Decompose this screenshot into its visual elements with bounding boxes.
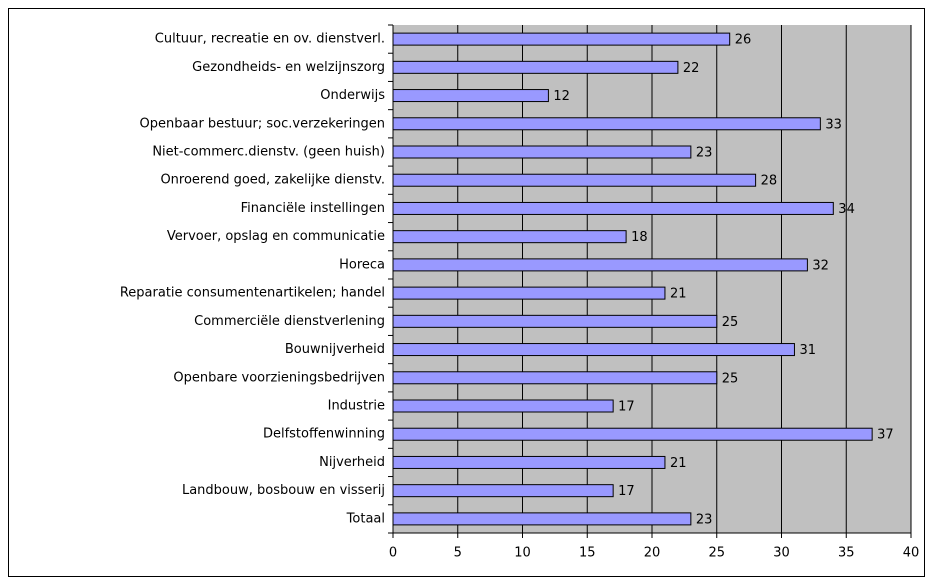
- value-label: 18: [631, 230, 648, 245]
- y-tick-label: Landbouw, bosbouw en visserij: [182, 483, 385, 498]
- value-label: 21: [670, 456, 687, 471]
- bar: [392, 484, 614, 498]
- value-label: 12: [553, 89, 570, 104]
- value-label: 23: [696, 146, 713, 161]
- y-tick-label: Openbare voorzieningsbedrijven: [173, 370, 385, 385]
- y-tick-label: Industrie: [328, 399, 385, 414]
- value-label: 33: [825, 117, 842, 132]
- bar: [392, 286, 666, 300]
- y-tick-label: Bouwnijverheid: [285, 342, 385, 357]
- bar: [392, 455, 666, 469]
- bar: [392, 230, 627, 244]
- value-label: 23: [696, 512, 713, 527]
- y-tick-label: Totaal: [346, 511, 385, 526]
- value-label: 32: [812, 258, 829, 273]
- bar: [392, 314, 718, 328]
- x-tick-label: 30: [773, 546, 790, 561]
- y-tick-label: Onroerend goed, zakelijke dienstv.: [160, 173, 385, 188]
- x-tick-label: 5: [454, 546, 462, 561]
- value-label: 28: [761, 174, 778, 189]
- bar: [392, 173, 757, 187]
- value-label: 22: [683, 61, 700, 76]
- x-tick-label: 15: [579, 546, 596, 561]
- y-tick-label: Onderwijs: [320, 88, 385, 103]
- y-tick-label: Openbaar bestuur; soc.verzekeringen: [140, 116, 385, 131]
- bar: [392, 117, 821, 131]
- value-label: 31: [799, 343, 816, 358]
- bar: [392, 60, 679, 74]
- bar: [392, 343, 795, 357]
- value-label: 37: [877, 428, 894, 443]
- y-tick-label: Niet-commerc.dienstv. (geen huish): [152, 145, 385, 160]
- y-tick-label: Delfstoffenwinning: [263, 427, 385, 442]
- value-label: 25: [722, 315, 739, 330]
- bar: [392, 512, 692, 526]
- x-tick-label: 40: [903, 546, 920, 561]
- value-label: 26: [735, 33, 752, 48]
- bar: [392, 32, 731, 46]
- bar: [392, 427, 873, 441]
- x-tick-label: 20: [644, 546, 661, 561]
- x-tick-label: 0: [389, 546, 397, 561]
- y-tick-label: Commerciële dienstverlening: [194, 314, 385, 329]
- x-tick-label: 25: [708, 546, 725, 561]
- x-tick-label: 10: [514, 546, 531, 561]
- value-label: 17: [618, 400, 635, 415]
- bar: [392, 89, 549, 103]
- y-tick-label: Horeca: [339, 257, 385, 272]
- y-tick-label: Nijverheid: [319, 455, 385, 470]
- value-label: 34: [838, 202, 855, 217]
- bar: [392, 371, 718, 385]
- y-tick-label: Reparatie consumentenartikelen; handel: [120, 286, 385, 301]
- value-label: 21: [670, 287, 687, 302]
- y-tick-label: Financiële instellingen: [241, 201, 385, 216]
- value-label: 25: [722, 371, 739, 386]
- value-label: 17: [618, 484, 635, 499]
- bar: [392, 145, 692, 159]
- bar: [392, 258, 808, 272]
- bar: [392, 399, 614, 413]
- y-tick-label: Vervoer, opslag en communicatie: [167, 229, 385, 244]
- chart-frame: [8, 8, 925, 577]
- y-tick-label: Gezondheids- en welzijnszorg: [192, 60, 385, 75]
- y-tick-label: Cultuur, recreatie en ov. dienstverl.: [155, 32, 385, 47]
- bar: [392, 201, 834, 215]
- x-tick-label: 35: [838, 546, 855, 561]
